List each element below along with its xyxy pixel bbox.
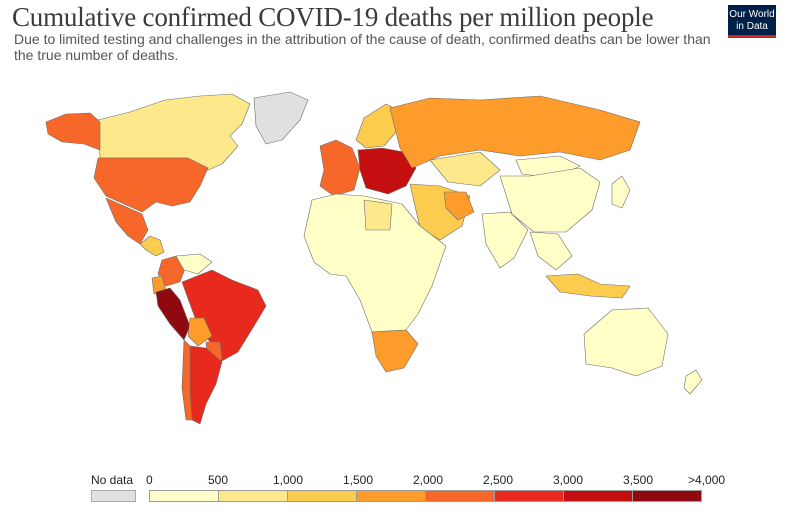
logo-line-1: Our World [729, 9, 775, 20]
region-libya[interactable] [363, 199, 393, 231]
legend-color-scale [149, 490, 702, 502]
legend-tick-label: 2,000 [413, 473, 444, 487]
region-kazakhstan[interactable] [429, 151, 501, 187]
region-china[interactable] [499, 167, 601, 233]
region-africa[interactable] [303, 193, 447, 333]
region-central-europe[interactable] [357, 147, 417, 195]
legend-bin-2[interactable] [287, 490, 357, 502]
region-chile[interactable] [181, 339, 193, 421]
legend-no-data-label: No data [91, 473, 134, 487]
region-japan[interactable] [611, 175, 631, 209]
region-united-states[interactable] [93, 157, 209, 213]
region-iran[interactable] [443, 191, 475, 221]
legend-tick-label: 500 [208, 473, 229, 487]
legend-bin-3[interactable] [356, 490, 426, 502]
region-russia[interactable] [389, 95, 641, 169]
legend-bin-7[interactable] [632, 490, 702, 502]
region-bolivia[interactable] [187, 317, 213, 347]
region-new-zealand[interactable] [683, 369, 703, 395]
owid-logo[interactable]: Our World in Data [728, 5, 776, 38]
region-greenland[interactable] [253, 91, 309, 145]
legend-bin-0[interactable] [149, 490, 219, 502]
legend-tick-label: 3,500 [623, 473, 654, 487]
legend-bin-6[interactable] [563, 490, 633, 502]
region-southern-africa[interactable] [371, 329, 419, 373]
legend-tick-label: 1,500 [343, 473, 374, 487]
region-central-america[interactable] [139, 235, 165, 257]
legend-no-data-swatch [91, 490, 136, 502]
legend-tick-label: 1,000 [273, 473, 304, 487]
region-peru[interactable] [155, 287, 191, 341]
legend-tick-label: 3,000 [553, 473, 584, 487]
legend-bin-1[interactable] [218, 490, 288, 502]
region-southeast-asia[interactable] [529, 231, 573, 271]
legend-tick-label: 0 [146, 473, 153, 487]
legend-tick-label: 2,500 [483, 473, 514, 487]
region-indonesia[interactable] [545, 273, 631, 299]
region-australia[interactable] [583, 307, 669, 377]
legend-bin-4[interactable] [425, 490, 495, 502]
region-mexico[interactable] [105, 197, 149, 245]
region-western-europe[interactable] [319, 139, 361, 197]
region-venezuela[interactable] [175, 253, 213, 275]
region-alaska[interactable] [45, 112, 101, 151]
legend-tick-label: >4,000 [688, 473, 726, 487]
chart-title: Cumulative confirmed COVID-19 deaths per… [12, 2, 654, 32]
legend-bin-5[interactable] [494, 490, 564, 502]
chart-subtitle: Due to limited testing and challenges in… [14, 31, 711, 63]
region-india[interactable] [481, 211, 529, 269]
region-argentina[interactable] [189, 345, 223, 425]
logo-line-2: in Data [736, 21, 768, 32]
